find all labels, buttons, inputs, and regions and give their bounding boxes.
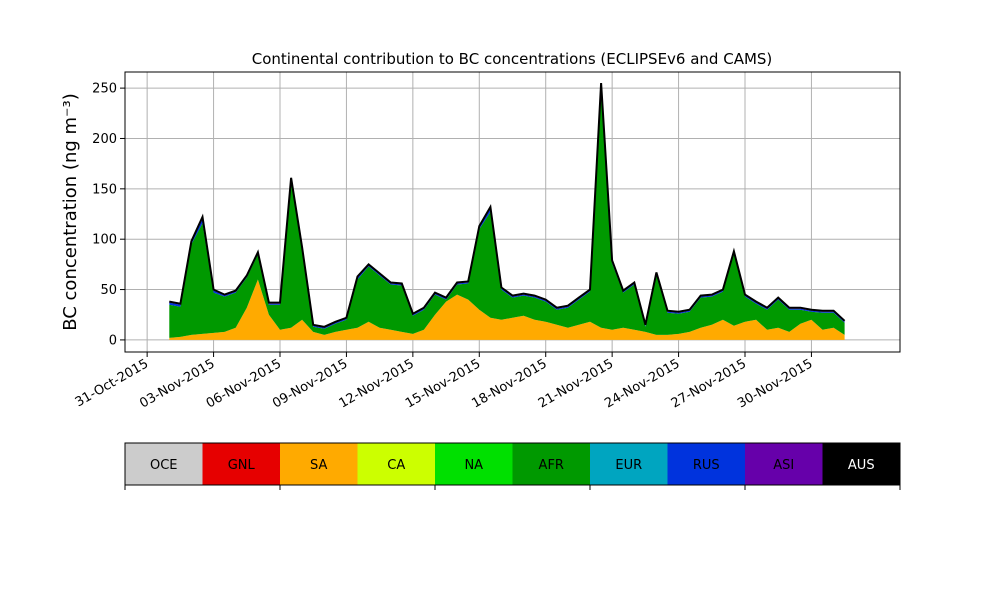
legend-swatch-oce bbox=[125, 443, 203, 485]
legend-swatch-asi bbox=[745, 443, 823, 485]
y-tick-label: 250 bbox=[92, 82, 117, 97]
legend-label-oce: OCE bbox=[150, 458, 178, 473]
area-afr bbox=[169, 91, 845, 338]
stacked-areas bbox=[169, 83, 846, 340]
legend-swatch-afr bbox=[512, 443, 591, 485]
legend-label-gnl: GNL bbox=[228, 458, 256, 473]
legend-swatch-eur bbox=[590, 443, 668, 485]
chart-title: Continental contribution to BC concentra… bbox=[252, 50, 773, 68]
colorbar-legend: OCE GNL SA CA NA AFR EUR RUS ASI AUS bbox=[124, 442, 901, 490]
legend-label-eur: EUR bbox=[615, 458, 642, 473]
legend-label-sa: SA bbox=[310, 458, 327, 473]
y-tick-label: 50 bbox=[100, 283, 117, 298]
legend-swatch-sa bbox=[280, 443, 358, 485]
axes: 31-Oct-201503-Nov-201506-Nov-201509-Nov-… bbox=[73, 82, 816, 412]
x-tick-label: 30-Nov-2015 bbox=[735, 356, 815, 411]
legend-swatch-gnl bbox=[202, 443, 281, 485]
grid bbox=[125, 72, 900, 352]
legend-label-na: NA bbox=[464, 458, 483, 473]
y-tick-label: 0 bbox=[109, 333, 117, 348]
y-tick-label: 150 bbox=[92, 182, 117, 197]
legend-label-aus: AUS bbox=[848, 458, 875, 473]
y-tick-label: 100 bbox=[92, 233, 117, 248]
legend-label-rus: RUS bbox=[693, 458, 720, 473]
y-axis-label: BC concentration (ng m⁻³) bbox=[60, 93, 81, 331]
legend-swatch-na bbox=[435, 443, 513, 485]
legend-label-afr: AFR bbox=[539, 458, 564, 473]
y-tick-label: 200 bbox=[92, 132, 117, 147]
legend-frame bbox=[124, 442, 901, 486]
legend-swatch-aus bbox=[822, 443, 901, 485]
total-outline bbox=[169, 83, 846, 328]
legend-swatch-ca bbox=[357, 443, 436, 485]
legend-label-ca: CA bbox=[387, 458, 405, 473]
plot-frame bbox=[124, 71, 901, 353]
legend-swatch-rus bbox=[667, 443, 746, 485]
legend-label-asi: ASI bbox=[773, 458, 794, 473]
area-sa bbox=[169, 279, 845, 340]
